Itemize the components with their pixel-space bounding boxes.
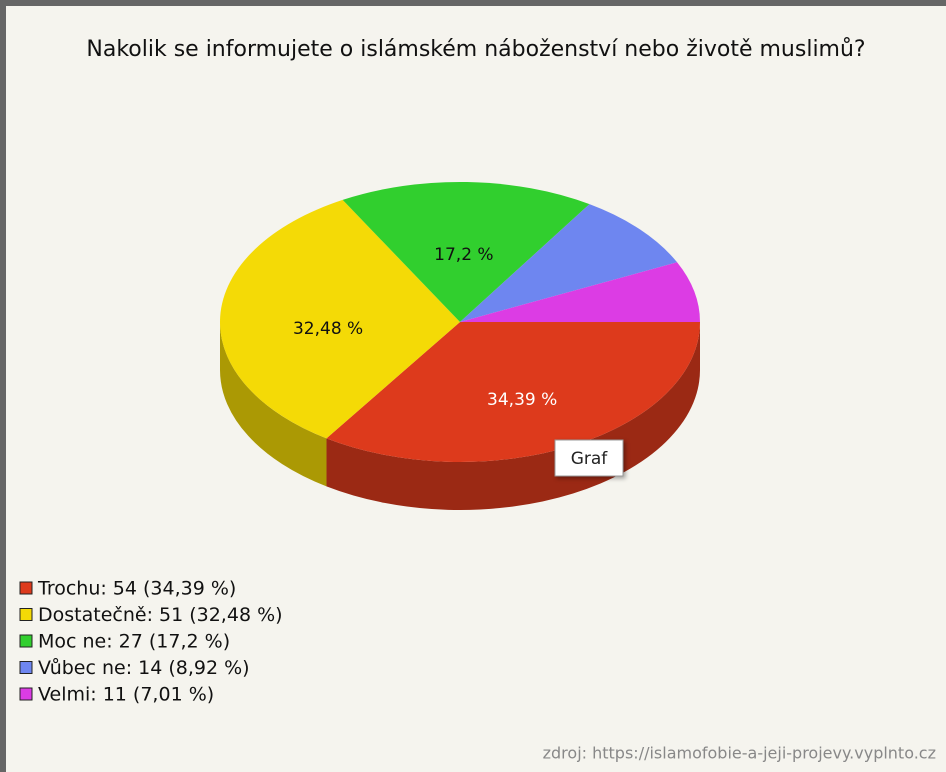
legend-swatch	[19, 661, 33, 674]
pie-side	[220, 322, 327, 487]
pie-slice	[460, 204, 678, 322]
source: zdroj: https://islamofobie-a-jeji-projev…	[543, 744, 936, 763]
pie-slice	[342, 181, 590, 322]
chart: 34,39 % 32,48 % 17,2 % Graf zdroj: https:/…	[19, 181, 936, 763]
pie-slice	[460, 262, 700, 322]
legend-label: Moc ne: 27 (17,2 %)	[38, 631, 230, 653]
legend-swatch	[19, 687, 33, 701]
legend-label: Dostatečně: 51 (32,48 %)	[38, 604, 283, 626]
legend-swatch	[19, 608, 33, 621]
legend-label: Trochu: 54 (34,39 %)	[37, 578, 236, 600]
slice-label: 34,39 %	[487, 390, 557, 410]
pie-slice	[220, 199, 460, 439]
chart-title: Nakolik se informujete o islámském nábož…	[86, 37, 866, 62]
slice-label: 32,48 %	[293, 319, 363, 339]
legend-label: Vůbec ne: 14 (8,92 %)	[38, 657, 250, 679]
legend-swatch	[19, 634, 33, 648]
tooltip-box	[554, 439, 624, 477]
legend-label: Velmi: 11 (7,01 %)	[38, 684, 214, 706]
slice-label: 17,2 %	[434, 245, 493, 265]
tooltip: Graf	[571, 449, 609, 469]
pie-slice	[326, 322, 700, 462]
legend-swatch	[19, 581, 33, 595]
